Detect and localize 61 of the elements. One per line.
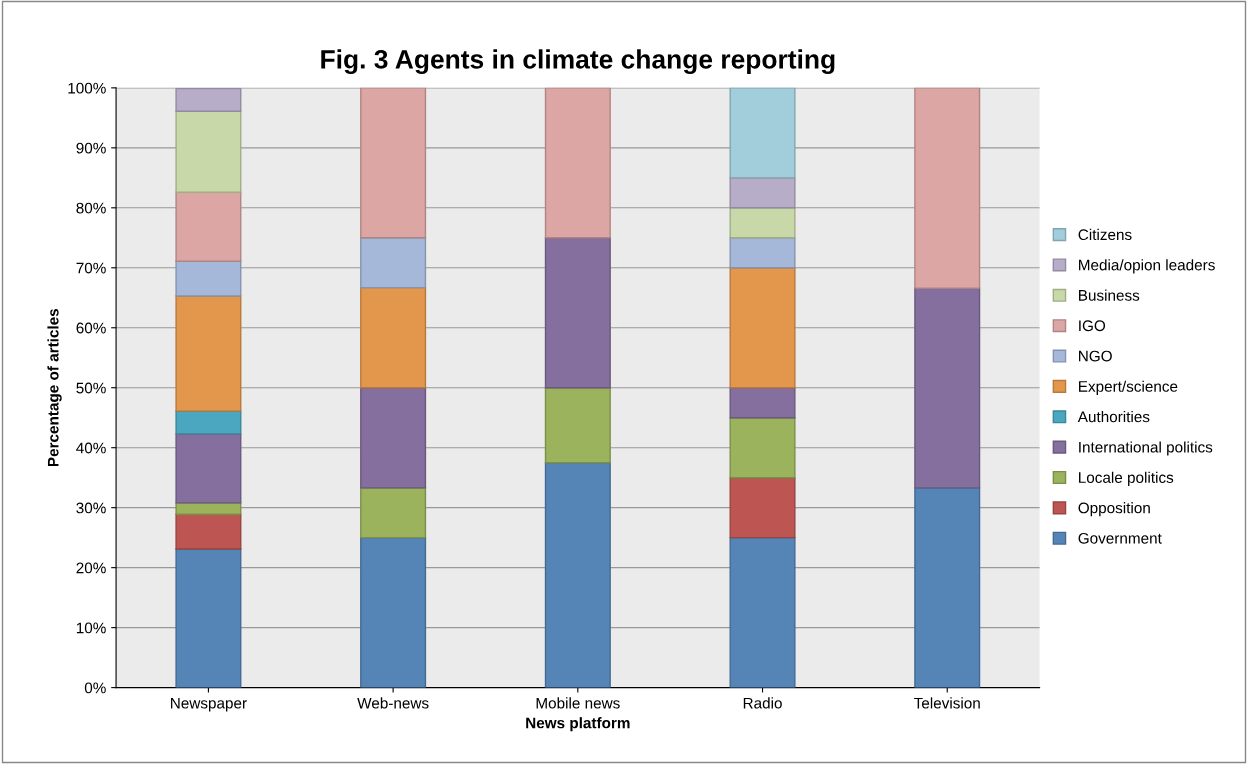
bar — [729, 387, 796, 419]
x-tick-label: Web-news — [357, 697, 429, 709]
x-axis-title: News platform — [526, 717, 630, 732]
bar — [729, 237, 796, 269]
legend-label: Government — [1078, 532, 1162, 544]
bar — [729, 417, 796, 479]
y-tick-label: 10% — [76, 622, 106, 634]
bar — [729, 476, 796, 539]
bar — [360, 286, 427, 389]
legend-label: Locale politics — [1079, 471, 1174, 486]
bar — [175, 260, 242, 297]
bar — [175, 548, 242, 688]
legend-label: Opposition — [1078, 502, 1150, 517]
legend-label: NGO — [1079, 350, 1112, 362]
bar — [544, 87, 611, 239]
bar — [360, 87, 427, 239]
y-tick-label: 80% — [76, 202, 106, 214]
y-axis-title: Percentage of articles — [47, 308, 62, 467]
bar — [729, 87, 796, 179]
y-tick-label: 30% — [76, 502, 106, 514]
bar — [914, 287, 981, 489]
bar — [360, 387, 427, 489]
x-tick-label: Mobile news — [536, 697, 620, 709]
bar — [360, 237, 427, 289]
y-tick-label: 100% — [68, 82, 106, 94]
x-tick-label: Newspaper — [171, 697, 247, 712]
chart-title: Fig. 3 Agents in climate change reporting — [321, 49, 835, 75]
legend-label: IGO — [1079, 320, 1106, 332]
bar — [914, 87, 981, 289]
x-tick-label: Radio — [743, 697, 782, 709]
bar — [360, 487, 427, 539]
bar — [544, 237, 611, 389]
y-tick-label: 90% — [76, 142, 106, 154]
bar — [175, 191, 242, 262]
legend-label: Authorities — [1077, 411, 1150, 423]
y-tick-label: 70% — [76, 262, 106, 274]
bar — [729, 207, 796, 239]
bar — [175, 110, 242, 193]
bar — [544, 462, 611, 688]
bar — [914, 487, 981, 688]
legend-label: International politics — [1079, 441, 1213, 456]
bar — [175, 295, 242, 412]
bar — [729, 536, 796, 688]
y-tick-label: 60% — [76, 322, 106, 334]
bar — [175, 87, 242, 112]
bar — [360, 536, 427, 688]
y-tick-label: 40% — [76, 442, 106, 454]
bar — [175, 433, 242, 504]
y-tick-label: 20% — [76, 562, 106, 574]
bar — [544, 387, 611, 464]
y-tick-label: 0% — [84, 682, 106, 694]
bar — [729, 177, 796, 209]
bar — [729, 267, 796, 389]
legend-label: Expert/science — [1079, 380, 1178, 395]
legend-label: Citizens — [1078, 228, 1132, 241]
bar — [175, 410, 242, 435]
legend-label: Business — [1079, 289, 1140, 301]
legend-label: Media/opion leaders — [1079, 259, 1215, 274]
y-tick-label: 50% — [76, 382, 106, 394]
x-tick-label: Television — [914, 697, 980, 709]
bar — [175, 513, 242, 550]
